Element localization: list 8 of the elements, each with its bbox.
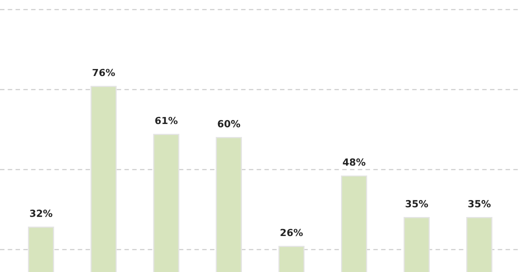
data-label: 76% bbox=[92, 68, 115, 76]
data-label: 61% bbox=[155, 116, 178, 124]
data-label: 60% bbox=[218, 120, 240, 128]
data-label: 26% bbox=[280, 228, 303, 236]
data-label: 32% bbox=[30, 210, 52, 217]
data-label: 48% bbox=[342, 158, 366, 166]
data-label: 35% bbox=[468, 200, 491, 208]
data-label: 35% bbox=[406, 200, 428, 208]
